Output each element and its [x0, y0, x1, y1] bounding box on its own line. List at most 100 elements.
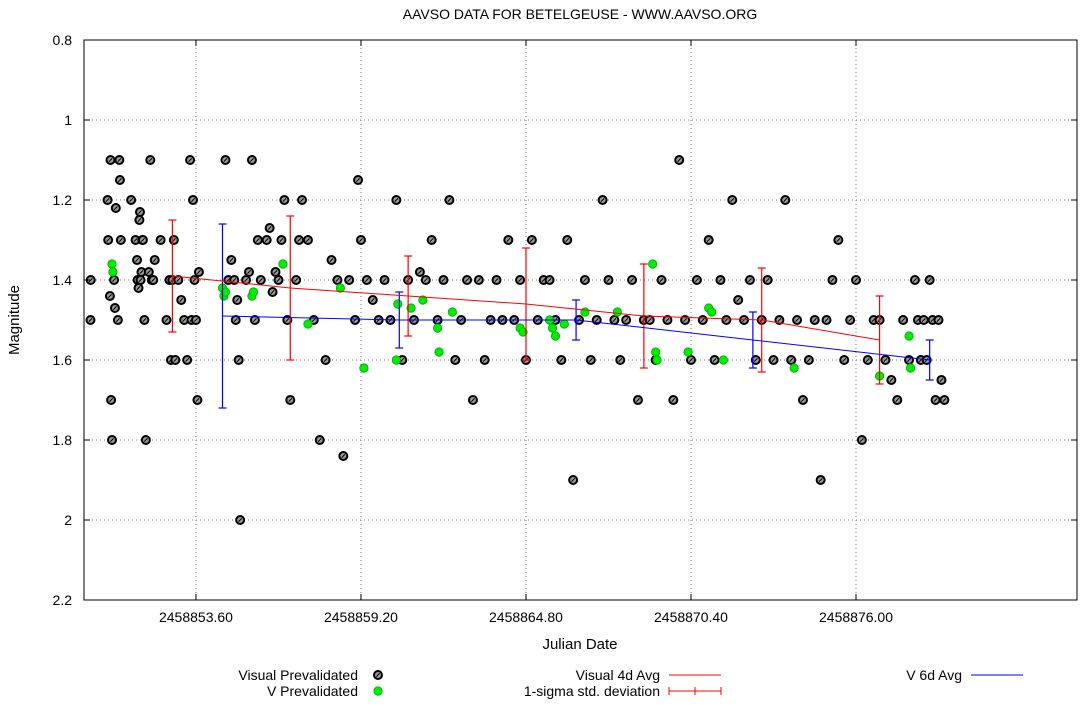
visual-point — [909, 275, 920, 285]
visual-point-mark — [233, 318, 238, 322]
visual-point-mark — [117, 158, 122, 162]
visual-point-mark — [229, 258, 234, 262]
visual-point-mark — [612, 318, 617, 322]
visual-point — [744, 275, 755, 285]
visual-point — [105, 155, 116, 165]
visual-point-mark — [276, 278, 281, 282]
v-point — [373, 686, 383, 696]
visual-point-mark — [400, 358, 405, 362]
visual-point — [668, 395, 679, 405]
visual-point — [526, 235, 537, 245]
visual-point — [792, 315, 803, 325]
v-point — [434, 347, 444, 357]
visual-point-mark — [136, 286, 141, 290]
visual-point — [249, 315, 260, 325]
visual-point-mark — [244, 278, 249, 282]
visual-point-mark — [730, 198, 735, 202]
visual-point-mark — [376, 673, 380, 677]
v-point — [220, 287, 231, 297]
visual-point-mark — [152, 258, 157, 262]
visual-point-mark — [571, 478, 576, 482]
visual-point — [933, 315, 944, 325]
visual-point — [768, 355, 779, 365]
x-tick-label: 2458864.80 — [489, 609, 563, 625]
visual-point-mark — [777, 318, 782, 322]
visual-point — [264, 223, 275, 233]
visual-point — [936, 375, 947, 385]
v-point — [303, 319, 313, 329]
v-point — [652, 355, 662, 365]
visual-point-mark — [441, 278, 446, 282]
v-point — [518, 327, 528, 337]
visual-point — [133, 283, 144, 293]
visual-point-mark — [300, 198, 305, 202]
visual-point — [373, 670, 383, 680]
visual-point — [632, 395, 643, 405]
y-tick-label: 1 — [64, 112, 72, 128]
v-point — [547, 323, 558, 333]
visual-point — [786, 355, 797, 365]
visual-point — [450, 355, 461, 365]
visual-point — [685, 355, 696, 365]
visual-point — [252, 235, 263, 245]
visual-point-mark — [506, 238, 511, 242]
visual-point-mark — [118, 238, 123, 242]
visual-point — [579, 275, 590, 285]
visual-point — [85, 315, 96, 325]
visual-point — [355, 235, 366, 245]
visual-point — [188, 195, 199, 205]
visual-point — [185, 155, 196, 165]
visual-point-mark — [665, 318, 670, 322]
visual-point — [473, 275, 484, 285]
visual-point-mark — [148, 158, 153, 162]
visual-point — [173, 275, 184, 285]
visual-point-mark — [135, 258, 139, 262]
visual-point-mark — [108, 158, 113, 162]
visual-point-mark — [176, 278, 181, 282]
visual-point — [662, 315, 673, 325]
visual-avg-line — [172, 275, 880, 341]
visual-point — [803, 355, 814, 365]
visual-point-mark — [624, 318, 629, 322]
visual-point-mark — [476, 278, 481, 282]
visual-point-mark — [311, 318, 316, 322]
visual-point-mark — [273, 270, 278, 274]
visual-point-mark — [700, 318, 705, 322]
visual-point — [597, 195, 608, 205]
visual-point-mark — [335, 278, 340, 282]
y-tick-label: 1.8 — [53, 432, 73, 448]
v-point — [651, 347, 661, 357]
v-point — [447, 307, 457, 317]
visual-point-mark — [370, 298, 375, 302]
visual-point-mark — [270, 290, 275, 294]
legend-label-visual: Visual Prevalidated — [238, 667, 358, 683]
visual-point-mark — [927, 278, 932, 282]
visual-point — [320, 355, 331, 365]
visual-point — [680, 315, 691, 325]
visual-point — [609, 315, 620, 325]
visual-point-mark — [659, 278, 664, 282]
visual-point-mark — [364, 278, 369, 282]
visual-point — [797, 395, 808, 405]
visual-point — [379, 275, 390, 285]
visual-point — [361, 275, 372, 285]
legend-label-v-avg: V 6d Avg — [906, 667, 962, 683]
x-tick-label: 2458859.20 — [324, 609, 398, 625]
visual-point-mark — [112, 306, 117, 310]
visual-point — [261, 235, 272, 245]
visual-point — [145, 155, 156, 165]
visual-point — [930, 395, 941, 405]
visual-point — [898, 315, 909, 325]
chart-title: AAVSO DATA FOR BETELGEUSE - WWW.AAVSO.OR… — [403, 6, 757, 22]
visual-point — [220, 155, 231, 165]
visual-point-mark — [382, 278, 387, 282]
v-point — [683, 347, 693, 357]
visual-point — [939, 395, 950, 405]
visual-point-mark — [356, 178, 360, 182]
visual-point-mark — [138, 210, 142, 214]
visual-point-mark — [417, 270, 422, 274]
visual-point-mark — [288, 398, 293, 402]
visual-point — [515, 275, 526, 285]
v-point — [359, 363, 369, 373]
visual-point-mark — [236, 358, 241, 362]
